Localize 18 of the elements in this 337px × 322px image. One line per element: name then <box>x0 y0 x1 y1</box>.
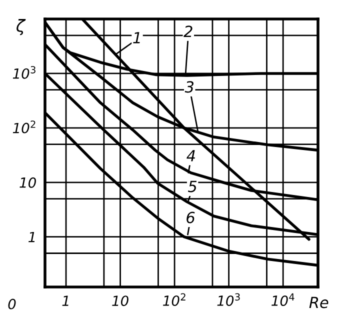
annotation: 5 <box>188 180 197 192</box>
x-tick-label: 10 <box>112 296 128 306</box>
annotation: 2 <box>184 26 192 37</box>
y-tick-label: 10$^{2}$ <box>12 120 36 134</box>
annotation: 6 <box>186 212 195 224</box>
y-axis-title: ζ <box>16 19 26 36</box>
annotation: 1 <box>133 32 140 44</box>
text: 0 <box>8 298 16 310</box>
y-tick-label: 10$^{3}$ <box>12 66 36 79</box>
x-tick-label: 10$^{4}$ <box>272 293 294 306</box>
x-axis-title: Re <box>309 296 328 308</box>
x-tick-label: 1 <box>62 296 68 306</box>
y-tick-label: 10 <box>20 177 36 188</box>
y-tick-label: 1 <box>28 232 35 242</box>
annotation: 3 <box>184 81 194 93</box>
x-tick-label: 10$^{3}$ <box>217 293 240 306</box>
annotation: 4 <box>186 150 195 162</box>
x-tick-label: 10$^{2}$ <box>163 293 186 306</box>
